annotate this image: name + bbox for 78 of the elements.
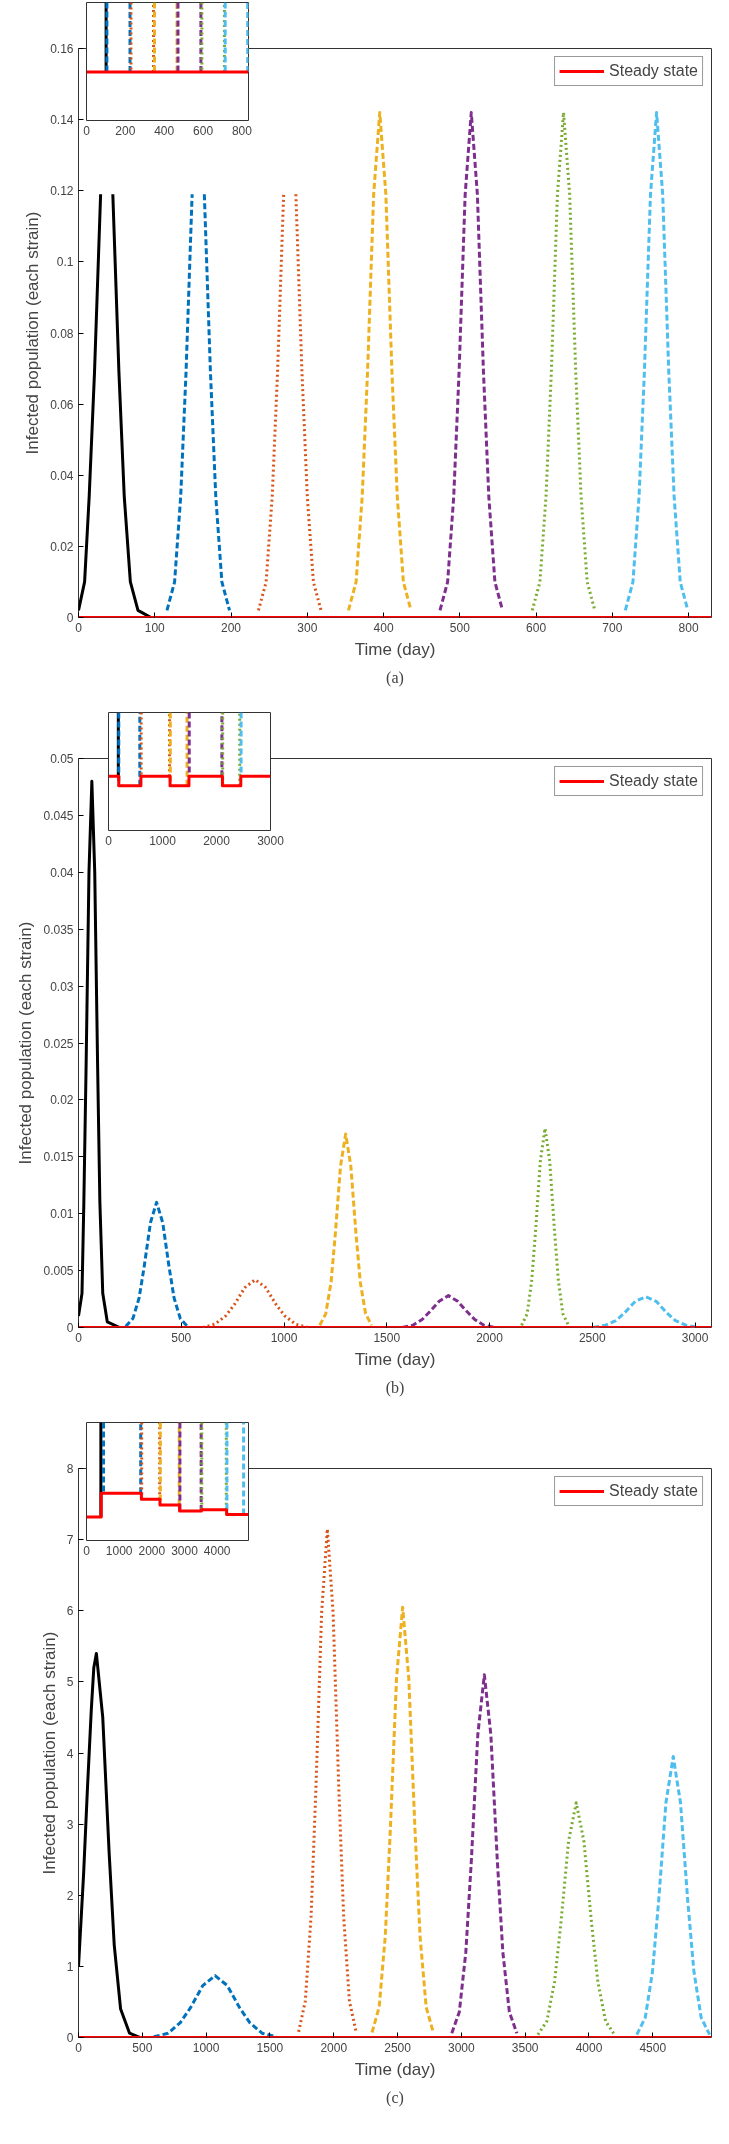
x-tick-label: 800 — [231, 123, 253, 138]
y-tick-label: 4 — [66, 1746, 74, 1761]
x-tick-label: 3500 — [511, 2040, 539, 2055]
y-tick-label: 0.02 — [50, 539, 74, 554]
x-tick-label: 600 — [193, 123, 214, 138]
y-tick-label: 2 — [66, 1888, 74, 1903]
x-tick-label: 100 — [144, 620, 166, 635]
y-tick-label: 0 — [66, 2031, 74, 2045]
y-tick-label: 0.01 — [50, 1207, 74, 1222]
x-tick-label: 3000 — [448, 2040, 476, 2055]
x-tick-label: 2500 — [384, 2040, 412, 2055]
y-tick-label: 0.045 — [43, 808, 74, 823]
y-tick-label: 0.02 — [50, 1093, 74, 1108]
x-axis-title: Time (day) — [354, 1349, 436, 1369]
y-tick-label: 8 — [66, 1462, 74, 1476]
x-tick-label: 200 — [115, 123, 136, 138]
y-axis-title: Infected population (each strain) — [39, 1631, 59, 1875]
y-tick-label: 0.06 — [50, 397, 74, 412]
y-tick-label: 3 — [66, 1817, 74, 1832]
x-tick-label: 1500 — [256, 2040, 284, 2055]
x-tick-label: 1500 — [373, 1330, 401, 1345]
legend-label: Steady state — [609, 62, 698, 80]
text: (c) — [386, 2088, 404, 2107]
x-tick-label: 4000 — [203, 1543, 231, 1558]
x-axis-title: Time (day) — [354, 639, 436, 659]
y-tick-label: 0.035 — [43, 922, 74, 937]
y-tick-label: 6 — [66, 1604, 74, 1619]
y-tick-label: 5 — [66, 1675, 74, 1690]
y-tick-label: 0.1 — [56, 255, 74, 270]
x-tick-label: 400 — [154, 123, 175, 138]
x-tick-label: 3000 — [257, 833, 285, 848]
legend-label: Steady state — [609, 772, 698, 790]
x-tick-label: 500 — [171, 1330, 192, 1345]
x-tick-label: 800 — [678, 620, 699, 635]
y-tick-label: 0.14 — [50, 113, 74, 128]
y-tick-label: 0.005 — [43, 1264, 74, 1279]
x-tick-label: 4500 — [639, 2040, 667, 2055]
x-axis-title: Time (day) — [354, 2059, 436, 2079]
x-tick-label: 0 — [83, 123, 91, 138]
y-tick-label: 7 — [66, 1533, 74, 1548]
x-tick-label: 700 — [602, 620, 623, 635]
y-axis-title: Infected population (each strain) — [23, 211, 43, 455]
x-tick-label: 3000 — [681, 1330, 709, 1345]
x-tick-label: 1000 — [270, 1330, 298, 1345]
x-tick-label: 2000 — [138, 1543, 166, 1558]
y-tick-label: 0.04 — [50, 468, 74, 483]
x-tick-label: 600 — [526, 620, 547, 635]
x-tick-label: 1000 — [149, 833, 177, 848]
x-tick-label: 0 — [105, 833, 113, 848]
y-tick-label: 0 — [66, 611, 74, 625]
y-tick-label: 0.03 — [50, 979, 74, 994]
y-tick-label: 1 — [66, 1959, 74, 1974]
y-tick-label: 0 — [66, 1321, 74, 1335]
y-tick-label: 0.12 — [50, 184, 74, 199]
y-axis-title: Infected population (each strain) — [16, 921, 36, 1165]
y-tick-label: 0.025 — [43, 1036, 74, 1051]
x-tick-label: 1000 — [105, 1543, 133, 1558]
y-tick-label: 0.16 — [50, 42, 74, 56]
x-tick-label: 3000 — [171, 1543, 199, 1558]
x-tick-label: 500 — [449, 620, 471, 635]
x-tick-label: 2000 — [203, 833, 231, 848]
x-tick-label: 2500 — [578, 1330, 606, 1345]
x-tick-label: 1000 — [192, 2040, 220, 2055]
text: (a) — [386, 668, 404, 687]
legend-label: Steady state — [609, 1482, 698, 1500]
x-tick-label: 4000 — [575, 2040, 603, 2055]
x-tick-label: 200 — [221, 620, 242, 635]
x-tick-label: 2000 — [476, 1330, 504, 1345]
y-tick-label: 0.08 — [50, 326, 74, 341]
text: (b) — [385, 1378, 405, 1397]
x-tick-label: 500 — [132, 2040, 153, 2055]
y-tick-label: 0.015 — [43, 1150, 74, 1165]
y-tick-label: 0.05 — [50, 752, 74, 766]
x-tick-label: 2000 — [320, 2040, 348, 2055]
x-tick-label: 400 — [373, 620, 394, 635]
x-tick-label: 0 — [83, 1543, 91, 1558]
x-tick-label: 300 — [297, 620, 318, 635]
y-tick-label: 0.04 — [50, 865, 74, 880]
